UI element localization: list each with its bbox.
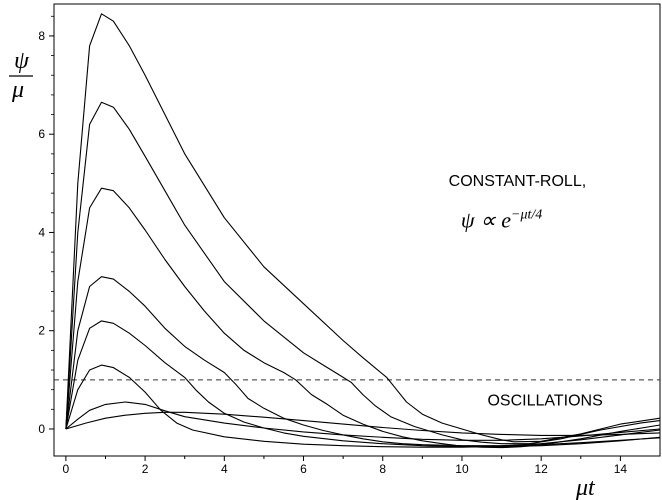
x-tick-label: 0 [63, 462, 70, 476]
annotation-constant-roll: CONSTANT-ROLL, [449, 173, 587, 190]
y-tick-label: 4 [38, 225, 45, 239]
series-line-7 [65, 401, 661, 441]
series-line-3 [65, 187, 661, 449]
x-tick-label: 10 [455, 462, 469, 476]
plot-frame [53, 3, 661, 457]
y-tick-label: 6 [38, 127, 45, 141]
series-line-1 [65, 13, 661, 443]
series-line-2 [65, 101, 661, 445]
series-line-5 [65, 320, 661, 448]
x-axis-label: μt [575, 475, 596, 500]
series-line-6 [65, 364, 661, 448]
annotation-oscillations: OSCILLATIONS [487, 392, 602, 409]
ticks-layer: 0 2 4 6 8 10 12 14 0 2 4 6 8 [38, 15, 628, 476]
series-line-8 [65, 411, 661, 436]
x-tick-label: 12 [534, 462, 548, 476]
y-tick-label: 8 [38, 29, 45, 43]
x-tick-label: 2 [142, 462, 149, 476]
y-axis-label-numerator: ψ [14, 48, 30, 74]
x-tick-label: 4 [221, 462, 228, 476]
y-tick-label: 0 [38, 422, 45, 436]
annotation-psi-proportional: ψ ∝ e−μt/4 [461, 208, 542, 233]
x-tick-label: 6 [300, 462, 307, 476]
x-tick-label: 14 [614, 462, 628, 476]
annotation-psi-base: ψ ∝ e [461, 208, 511, 233]
annotation-psi-exponent: −μt/4 [511, 208, 542, 223]
x-tick-label: 8 [379, 462, 386, 476]
y-axis-label-denominator: μ [11, 77, 24, 103]
series-layer [65, 13, 661, 449]
series-line-4 [65, 276, 661, 447]
y-tick-label: 2 [38, 324, 45, 338]
